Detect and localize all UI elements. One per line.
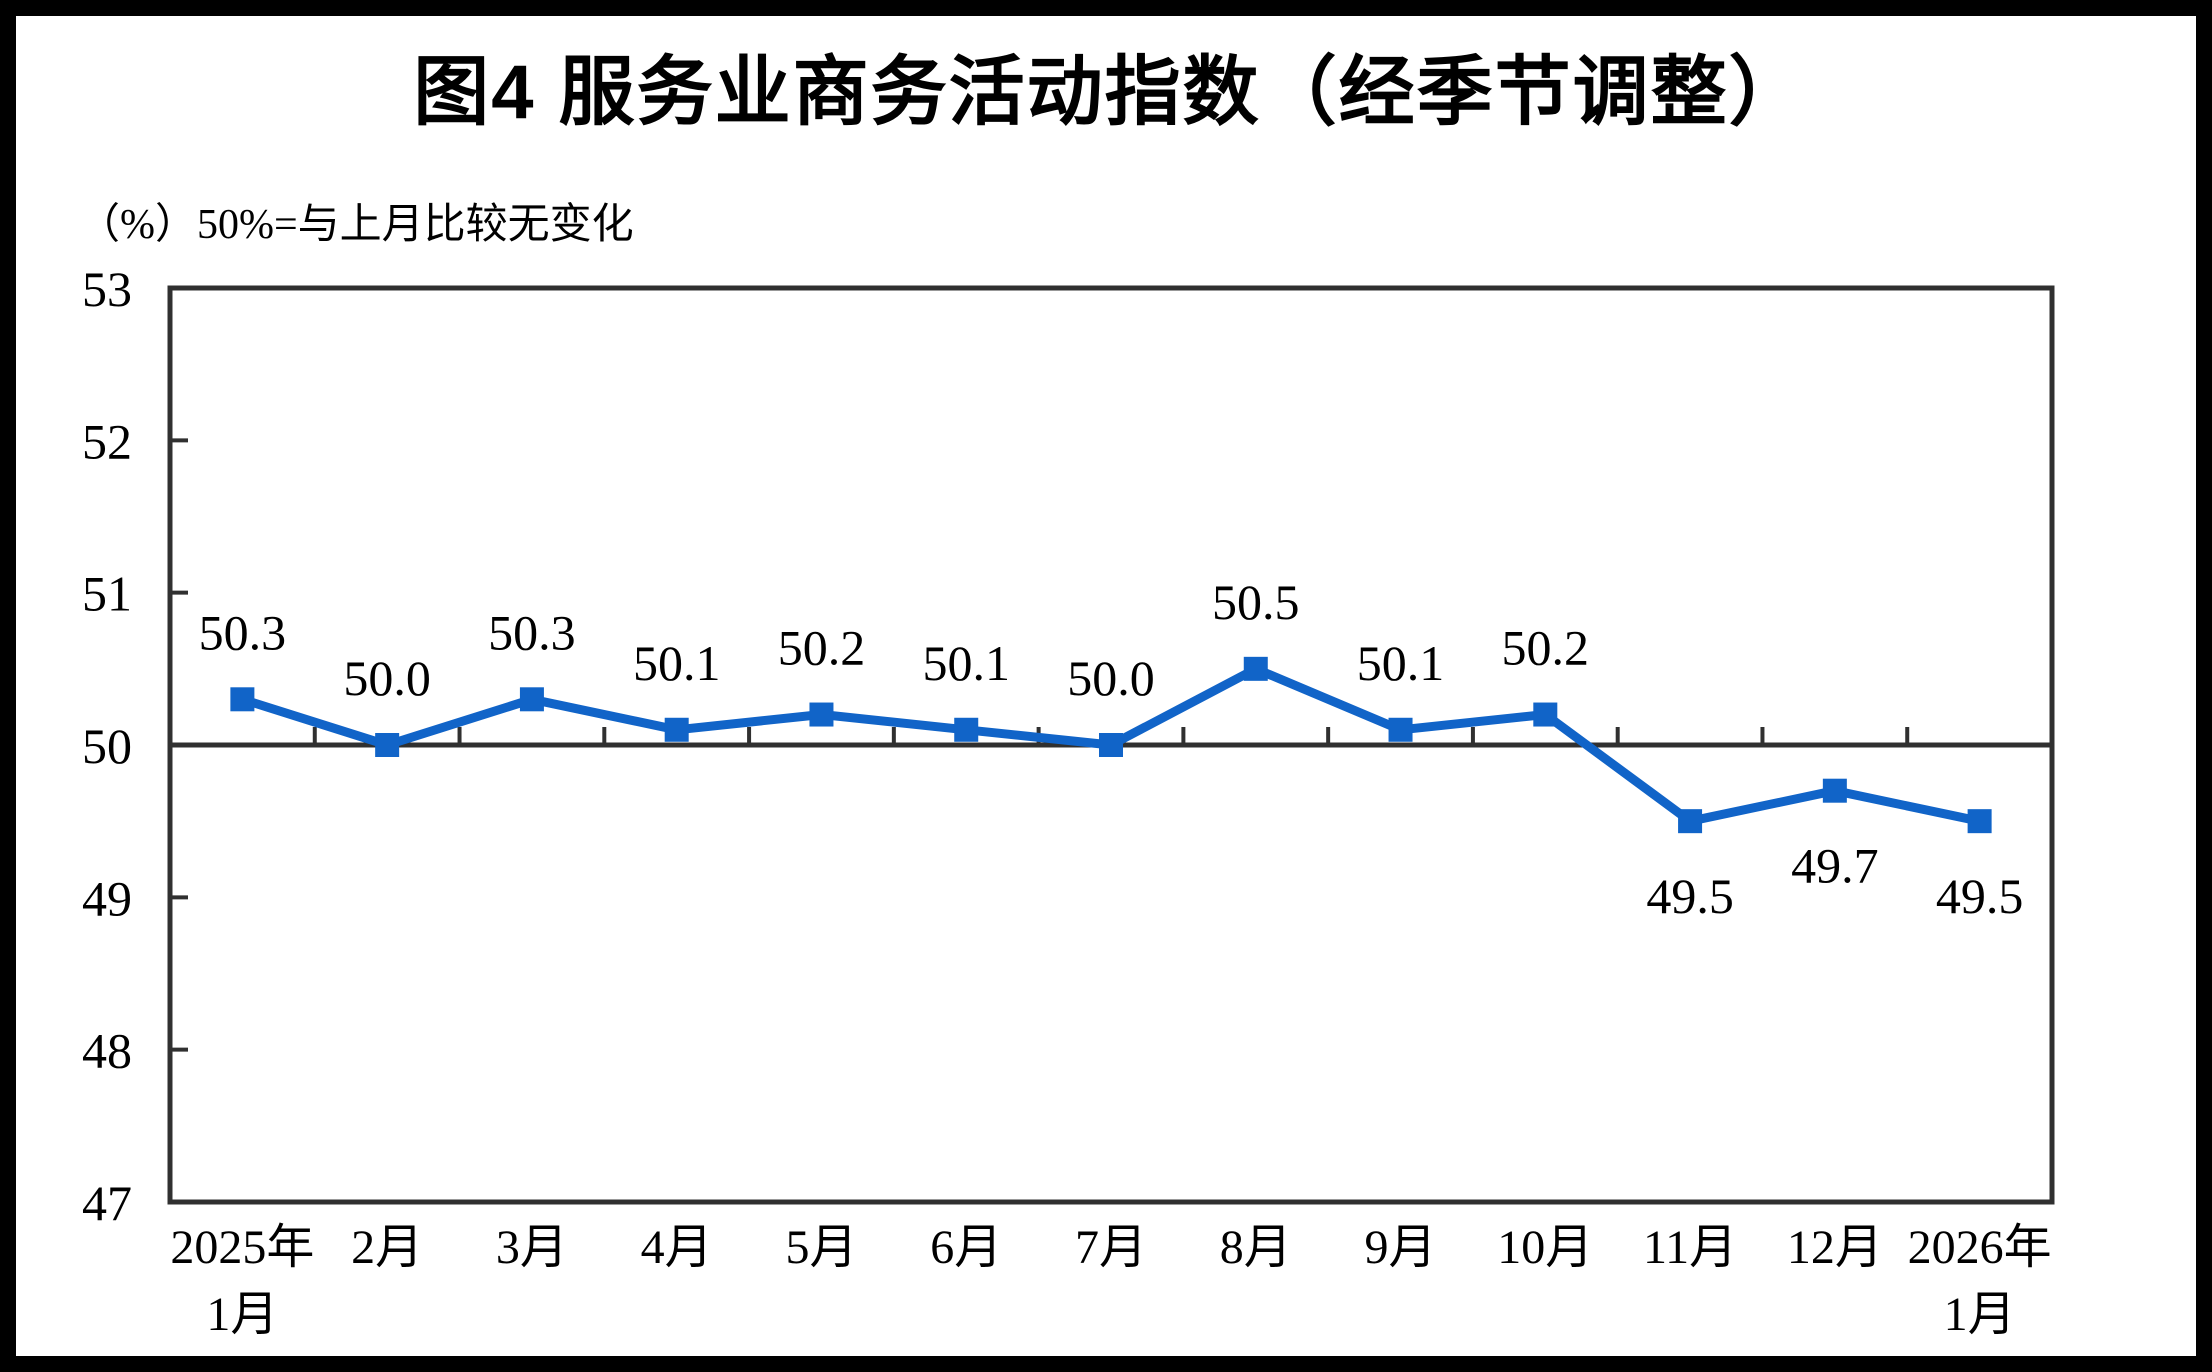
data-point-label: 49.5	[1936, 868, 2024, 924]
x-axis-label: 10月	[1497, 1221, 1593, 1274]
data-point-marker	[1243, 656, 1268, 681]
x-axis-label: 7月	[1075, 1221, 1147, 1274]
y-axis-label: 51	[82, 566, 132, 622]
x-axis-label: 5月	[785, 1221, 857, 1274]
data-point-marker	[375, 733, 400, 757]
y-axis-label: 53	[82, 261, 132, 317]
data-point-marker	[664, 717, 689, 742]
data-point-marker	[954, 717, 979, 742]
data-point-label: 50.1	[633, 635, 721, 691]
data-labels: 50.3 50.0 50.3 50.1 50.2 50.1 50.0 50.5 50.1 50.2…	[199, 574, 2024, 924]
data-point-marker	[230, 687, 255, 712]
data-point-label: 50.2	[778, 620, 866, 676]
x-axis-label: 8月	[1220, 1221, 1292, 1274]
data-point-label: 49.7	[1791, 838, 1879, 894]
y-axis-label: 52	[82, 413, 132, 469]
page-background	[16, 16, 2196, 1356]
x-axis-label: 4月	[641, 1221, 713, 1274]
data-point-label: 50.5	[1212, 574, 1300, 630]
data-point-marker	[1099, 733, 1123, 757]
data-point-marker	[519, 687, 544, 712]
data-point-marker	[1533, 702, 1558, 727]
series-markers	[230, 656, 1992, 834]
x-axis-label: 3月	[496, 1221, 568, 1274]
y-axis-label: 49	[82, 870, 132, 926]
data-point-label: 50.3	[199, 604, 287, 660]
data-point-marker	[809, 702, 834, 727]
x-axis-label: 2026年 1月	[1908, 1221, 2052, 1341]
y-axis-ticks	[170, 438, 188, 1052]
data-point-label: 50.1	[1357, 635, 1445, 691]
data-point-label: 49.5	[1646, 868, 1734, 924]
data-point-label: 50.2	[1502, 620, 1590, 676]
y-axis-label: 47	[82, 1175, 132, 1231]
data-point-label: 50.0	[1067, 650, 1155, 706]
data-point-marker	[1388, 717, 1413, 742]
x-axis-label: 11月	[1643, 1221, 1737, 1274]
chart-unit-note: （%）50%=与上月比较无变化	[78, 201, 634, 248]
data-point-marker	[1967, 809, 1992, 834]
x-axis-labels: 2025年 1月 2月 3月 4月 5月 6月 7月 8月 9月 10月 11月 12月 2026年 1月	[170, 1221, 2051, 1341]
x-axis-label: 9月	[1365, 1221, 1437, 1274]
x-axis-label: 12月	[1787, 1221, 1883, 1274]
y-axis-label: 50	[82, 718, 132, 774]
y-axis-labels: 47 48 49 50 51 52 53	[82, 261, 132, 1231]
chart-title: 图4 服务业商务活动指数（经季节调整）	[413, 50, 1806, 135]
data-point-label: 50.0	[343, 650, 431, 706]
data-point-marker	[1678, 809, 1703, 834]
x-axis-label: 2025年 1月	[170, 1221, 314, 1341]
x-axis-label: 6月	[930, 1221, 1002, 1274]
y-axis-label: 48	[82, 1023, 132, 1079]
data-point-marker	[1822, 778, 1847, 803]
data-point-label: 50.1	[922, 635, 1010, 691]
x-axis-label: 2月	[351, 1221, 423, 1274]
data-point-label: 50.3	[488, 604, 576, 660]
